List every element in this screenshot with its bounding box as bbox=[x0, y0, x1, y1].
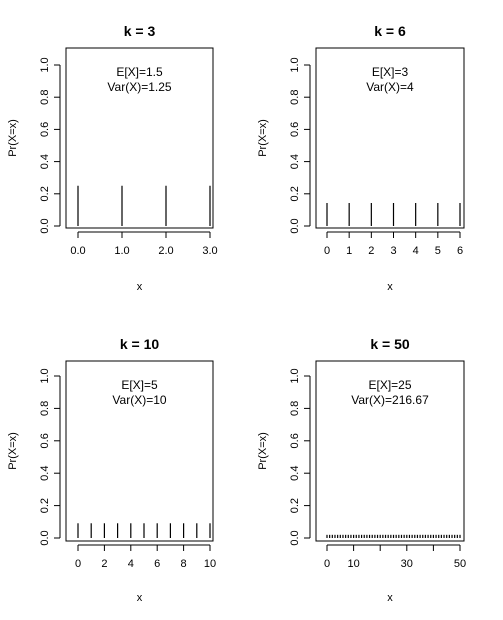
y-tick-label: 0.6 bbox=[289, 433, 301, 448]
plot-frame bbox=[315, 360, 465, 542]
y-tick-label: 0.2 bbox=[39, 498, 51, 513]
plot-frame bbox=[65, 360, 214, 542]
y-axis-label: Pr(X=x) bbox=[257, 432, 269, 470]
x-tick-label: 8 bbox=[181, 558, 187, 570]
y-tick-label: 1.0 bbox=[39, 57, 51, 72]
x-tick-label: 0.0 bbox=[70, 245, 85, 257]
x-tick-label: 10 bbox=[347, 558, 359, 570]
y-tick-label: 0.0 bbox=[39, 218, 51, 233]
y-tick-label: 0.8 bbox=[289, 90, 301, 105]
stat-annotation: E[X]=25 bbox=[368, 378, 411, 392]
y-tick-label: 0.8 bbox=[39, 90, 51, 105]
stat-annotation: Var(X)=1.25 bbox=[107, 80, 171, 94]
x-tick-label: 0 bbox=[75, 558, 81, 570]
x-tick-label: 3 bbox=[390, 245, 396, 257]
x-tick-label: 6 bbox=[154, 558, 160, 570]
y-tick-label: 0.6 bbox=[39, 122, 51, 137]
stat-annotation: Var(X)=216.67 bbox=[351, 393, 429, 407]
stat-annotation: Var(X)=10 bbox=[112, 393, 166, 407]
y-tick-label: 0.2 bbox=[289, 186, 301, 201]
y-tick-label: 0.2 bbox=[289, 498, 301, 513]
x-axis-label: x bbox=[387, 592, 393, 604]
x-tick-label: 0 bbox=[324, 558, 330, 570]
y-tick-label: 0.8 bbox=[39, 401, 51, 416]
x-tick-label: 6 bbox=[457, 245, 463, 257]
x-tick-label: 10 bbox=[204, 558, 216, 570]
x-tick-label: 3.0 bbox=[202, 245, 217, 257]
stat-annotation: E[X]=5 bbox=[121, 378, 158, 392]
x-tick-label: 0 bbox=[324, 245, 330, 257]
y-tick-label: 0.4 bbox=[39, 466, 51, 481]
x-tick-label: 2 bbox=[101, 558, 107, 570]
stat-annotation: E[X]=3 bbox=[372, 65, 409, 79]
x-tick-label: 4 bbox=[413, 245, 419, 257]
y-tick-label: 1.0 bbox=[289, 368, 301, 383]
x-tick-label: 30 bbox=[401, 558, 413, 570]
y-tick-label: 0.2 bbox=[39, 186, 51, 201]
y-tick-label: 0.0 bbox=[289, 218, 301, 233]
x-tick-label: 2.0 bbox=[158, 245, 173, 257]
y-axis-label: Pr(X=x) bbox=[7, 432, 19, 470]
y-tick-label: 0.4 bbox=[289, 466, 301, 481]
chart-title: k = 50 bbox=[370, 336, 410, 352]
y-tick-label: 0.4 bbox=[39, 154, 51, 169]
x-tick-label: 4 bbox=[128, 558, 134, 570]
y-tick-label: 0.6 bbox=[39, 433, 51, 448]
x-tick-label: 1.0 bbox=[114, 245, 129, 257]
y-tick-label: 1.0 bbox=[289, 57, 301, 72]
y-axis-label: Pr(X=x) bbox=[257, 119, 269, 157]
y-tick-label: 0.4 bbox=[289, 154, 301, 169]
x-tick-label: 2 bbox=[368, 245, 374, 257]
y-tick-label: 0.0 bbox=[39, 530, 51, 545]
stat-annotation: E[X]=1.5 bbox=[116, 65, 163, 79]
y-tick-label: 0.6 bbox=[289, 122, 301, 137]
x-axis-label: x bbox=[137, 592, 143, 604]
chart-title: k = 3 bbox=[124, 23, 156, 39]
x-axis-label: x bbox=[137, 281, 143, 293]
plot-frame bbox=[65, 47, 214, 229]
x-tick-label: 5 bbox=[435, 245, 441, 257]
y-axis-label: Pr(X=x) bbox=[7, 119, 19, 157]
y-tick-label: 0.8 bbox=[289, 401, 301, 416]
y-tick-label: 1.0 bbox=[39, 368, 51, 383]
chart-title: k = 6 bbox=[374, 23, 406, 39]
y-tick-label: 0.0 bbox=[289, 530, 301, 545]
x-tick-label: 1 bbox=[346, 245, 352, 257]
chart-title: k = 10 bbox=[120, 336, 160, 352]
x-axis-label: x bbox=[387, 281, 393, 293]
stat-annotation: Var(X)=4 bbox=[366, 80, 414, 94]
x-tick-label: 50 bbox=[454, 558, 466, 570]
plot-frame bbox=[315, 47, 465, 229]
